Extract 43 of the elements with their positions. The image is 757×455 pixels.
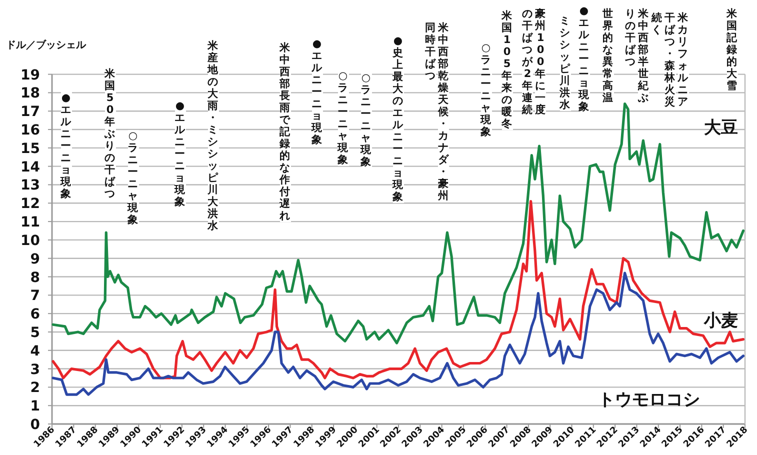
y-tick-label: 1 (30, 398, 40, 415)
annotation: 米産地の大雨・ミシシッピ川大洪水 (208, 40, 218, 232)
annotation: ●エルニーニョ現象 (174, 100, 186, 208)
y-tick-label: 2 (30, 380, 40, 396)
y-tick-label: 8 (30, 270, 40, 286)
y-tick-label: 11 (20, 214, 40, 231)
y-tick-label: 19 (20, 67, 40, 84)
annotation: ミシシッピ川洪水 (560, 15, 570, 111)
series-label: 小麦 (703, 311, 738, 331)
y-tick-label: 18 (20, 86, 40, 102)
text: 大豆 (704, 118, 738, 138)
y-tick-label: 10 (20, 232, 40, 249)
annotation: 米国記録的大雪 (726, 8, 738, 92)
y-tick-label: 5 (30, 324, 40, 341)
annotation: 米カリフォルニア干ばつ・森林火災続く (652, 12, 688, 108)
y-tick-label: 12 (20, 196, 40, 212)
y-tick-label: 13 (20, 178, 40, 194)
y-tick-label: 7 (30, 288, 40, 304)
y-tick-label: 16 (20, 122, 40, 139)
y-tick-label: 17 (20, 104, 40, 120)
annotation: 米中西部乾燥天候・カナダ・豪州同時干ばつ (425, 22, 449, 202)
annotation: 豪州100年に一度の干ばつが2年連続 (522, 8, 546, 116)
annotation: 米国50年ぶりの干ばつ (104, 68, 116, 200)
annotation: 米中西部半世紀ぶりの干ばつ (625, 8, 649, 104)
annotation: ●エルニーニョ現象 (60, 92, 72, 200)
y-tick-label: 14 (20, 159, 40, 176)
annotation: ●史上最大のエルニーニョ現象 (392, 35, 404, 203)
annotation: ●エルニーニョ現象 (578, 5, 590, 113)
annotation: ○ラニーニャ現象 (360, 72, 372, 168)
annotation: 米中西部長雨で記録的な作付遅れ (280, 42, 290, 222)
annotation: ○ラニーニャ現象 (128, 130, 138, 226)
annotation: 米国105年来の暖冬 (502, 10, 512, 130)
y-tick-label: 3 (30, 362, 40, 378)
series-label: トウモロコシ (598, 390, 700, 410)
annotation: ●エルニーニョ現象 (312, 38, 322, 146)
y-tick-label: 4 (30, 343, 40, 360)
annotation: ○ラニーニャ現象 (338, 70, 348, 166)
y-tick-label: 15 (20, 140, 40, 157)
annotation: ○ラニーニャ現象 (480, 42, 492, 138)
y-axis-title: ドル／ブッシェル (6, 39, 87, 51)
y-tick-label: 9 (30, 251, 40, 268)
y-tick-label: 6 (30, 306, 40, 323)
annotation: 世界的な異常高温 (602, 8, 614, 104)
